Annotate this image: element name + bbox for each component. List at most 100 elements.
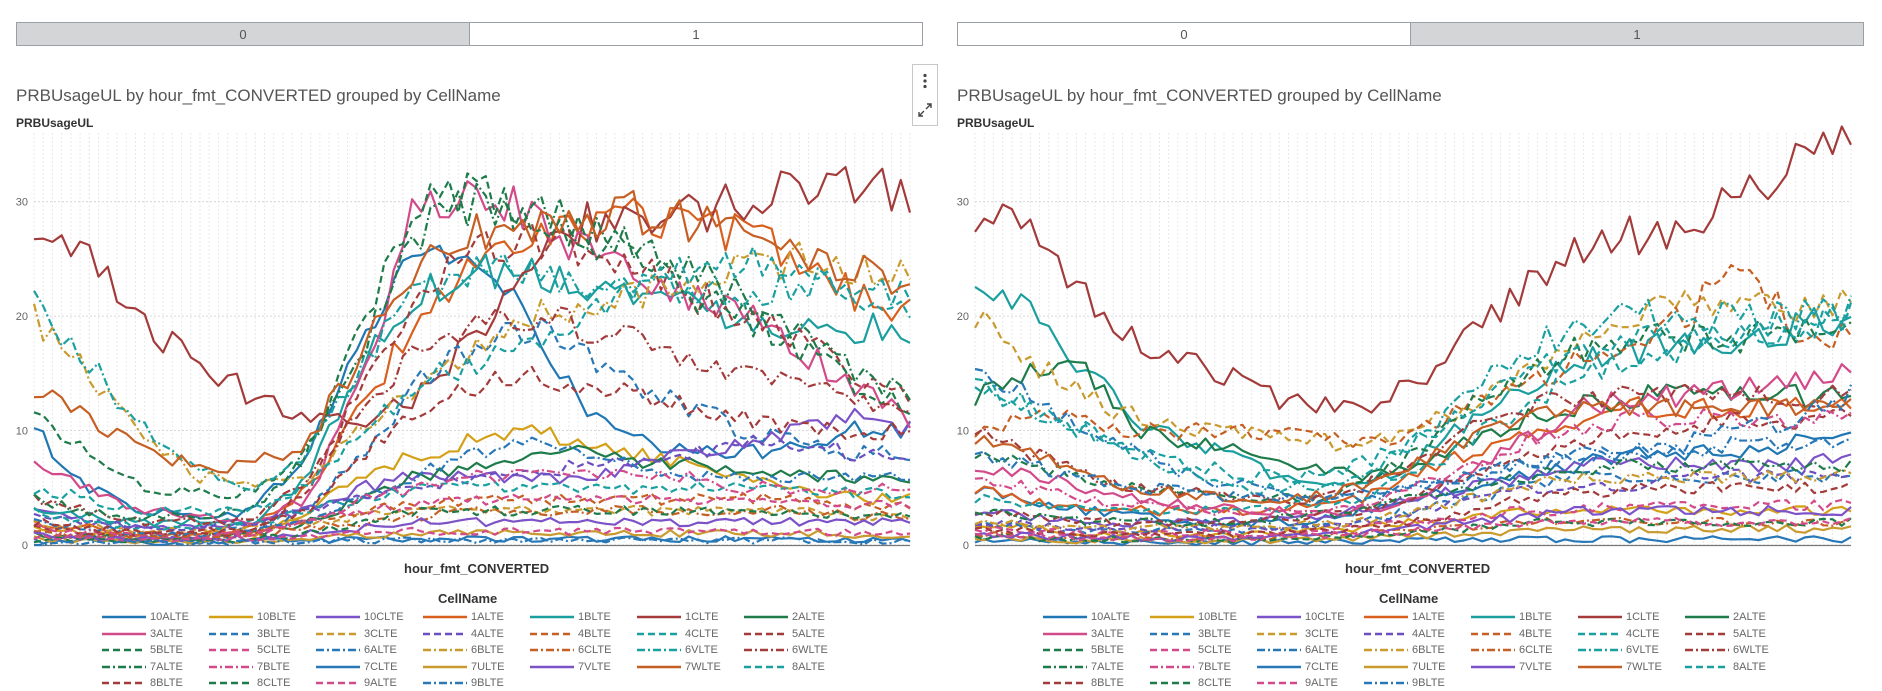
legend-item[interactable]: 1ALTE bbox=[1364, 610, 1445, 624]
legend-item[interactable]: 7WLTE bbox=[637, 660, 721, 674]
legend-item[interactable]: 1CLTE bbox=[1578, 610, 1659, 624]
legend-item[interactable]: 7BLTE bbox=[209, 660, 290, 674]
legend-item[interactable]: 4ALTE bbox=[1364, 627, 1445, 641]
legend-item[interactable]: 6VLTE bbox=[637, 643, 718, 657]
series-line-6VLTE bbox=[974, 295, 1853, 495]
legend-item[interactable]: 7WLTE bbox=[1578, 660, 1662, 674]
legend-item[interactable]: 1BLTE bbox=[1471, 610, 1552, 624]
legend-item[interactable]: 7CLTE bbox=[1257, 660, 1338, 674]
legend-item[interactable]: 3ALTE bbox=[102, 627, 183, 641]
legend-item[interactable]: 4BLTE bbox=[1471, 627, 1552, 641]
legend-item[interactable]: 7VLTE bbox=[530, 660, 611, 674]
legend-swatch bbox=[530, 648, 574, 652]
series-line-6WLTE bbox=[33, 306, 911, 527]
legend-swatch bbox=[1685, 632, 1729, 635]
series-line-4BLTE bbox=[974, 264, 1852, 448]
legend-label: 6BLTE bbox=[471, 644, 504, 656]
legend-item[interactable]: 6VLTE bbox=[1578, 643, 1659, 657]
legend-item[interactable]: 3ALTE bbox=[1043, 627, 1124, 641]
legend-item[interactable]: 5CLTE bbox=[209, 643, 290, 657]
legend-item[interactable]: 1CLTE bbox=[637, 610, 718, 624]
legend-item[interactable]: 8CLTE bbox=[209, 676, 290, 690]
legend-item[interactable]: 9ALTE bbox=[316, 676, 397, 690]
tab-0[interactable]: 0 bbox=[17, 23, 469, 45]
legend-item[interactable]: 6WLTE bbox=[1685, 643, 1769, 657]
legend-item[interactable]: 6BLTE bbox=[423, 643, 504, 657]
legend-label: 8CLTE bbox=[1198, 677, 1232, 689]
legend-item[interactable]: 3BLTE bbox=[1150, 627, 1231, 641]
legend-item[interactable]: 2ALTE bbox=[744, 610, 825, 624]
legend-label: 3CLTE bbox=[364, 627, 398, 640]
tab-1[interactable]: 1 bbox=[1410, 23, 1863, 45]
legend-item[interactable]: 5CLTE bbox=[1150, 643, 1231, 657]
legend-item[interactable]: 6CLTE bbox=[1471, 643, 1552, 657]
legend-item[interactable]: 5ALTE bbox=[1685, 627, 1766, 641]
legend-label: 6ALTE bbox=[1305, 644, 1338, 656]
chart-title: PRBUsageUL by hour_fmt_CONVERTED grouped… bbox=[957, 86, 1442, 105]
legend-item[interactable]: 8ALTE bbox=[744, 660, 825, 674]
legend-item[interactable]: 10BLTE bbox=[209, 610, 296, 624]
tab-1[interactable]: 1 bbox=[469, 23, 922, 45]
legend-item[interactable]: 5BLTE bbox=[102, 643, 183, 657]
legend-item[interactable]: 8BLTE bbox=[1043, 676, 1124, 690]
legend-item[interactable]: 7ALTE bbox=[102, 660, 183, 674]
legend-item[interactable]: 6ALTE bbox=[316, 643, 397, 657]
legend-swatch bbox=[1150, 632, 1194, 635]
legend-item[interactable]: 8CLTE bbox=[1150, 676, 1231, 690]
legend-item[interactable]: 7ALTE bbox=[1043, 660, 1124, 674]
legend-item[interactable]: 7ULTE bbox=[423, 660, 504, 674]
legend-item[interactable]: 4CLTE bbox=[1578, 627, 1659, 641]
series-line-7BLTE bbox=[974, 408, 1852, 517]
legend-item[interactable]: 6ALTE bbox=[1257, 643, 1338, 657]
legend-item[interactable]: 4BLTE bbox=[530, 627, 611, 641]
legend-swatch bbox=[209, 615, 253, 619]
legend-item[interactable]: 7ULTE bbox=[1364, 660, 1445, 674]
legend-item[interactable]: 7BLTE bbox=[1150, 660, 1231, 674]
series-line-8CLTE bbox=[33, 504, 911, 544]
legend-item[interactable]: 9BLTE bbox=[423, 676, 504, 690]
legend-item[interactable]: 4ALTE bbox=[423, 627, 504, 641]
series-line-1CLTE bbox=[974, 125, 1852, 414]
legend-label: 6CLTE bbox=[578, 644, 612, 656]
legend-item[interactable]: 2ALTE bbox=[1685, 610, 1766, 624]
legend-swatch bbox=[744, 632, 788, 635]
legend-item[interactable]: 3CLTE bbox=[316, 627, 397, 641]
legend-item[interactable]: 10BLTE bbox=[1150, 610, 1237, 624]
tab-0[interactable]: 0 bbox=[958, 23, 1410, 45]
chart-panel-right: 0 1 PRBUsageUL by hour_fmt_CONVERTED gro… bbox=[941, 0, 1882, 691]
legend-swatch bbox=[1150, 665, 1194, 668]
expand-button[interactable] bbox=[913, 96, 937, 124]
legend-item[interactable]: 10CLTE bbox=[316, 610, 404, 624]
legend-item[interactable]: 4CLTE bbox=[637, 627, 718, 641]
legend-swatch bbox=[209, 665, 253, 668]
chart-toolbar bbox=[912, 64, 938, 126]
legend-item[interactable]: 6BLTE bbox=[1364, 643, 1445, 657]
legend-item[interactable]: 3BLTE bbox=[209, 627, 290, 641]
legend-label: 10BLTE bbox=[1198, 611, 1237, 623]
series-line-7VLTE bbox=[974, 504, 1852, 543]
legend-label: 7VLTE bbox=[1519, 660, 1552, 673]
legend-item[interactable]: 9ALTE bbox=[1257, 676, 1338, 690]
legend-item[interactable]: 10ALTE bbox=[102, 610, 189, 624]
more-options-button[interactable] bbox=[913, 67, 937, 95]
legend-item[interactable]: 6WLTE bbox=[744, 643, 828, 657]
legend-item[interactable]: 10ALTE bbox=[1043, 610, 1130, 624]
legend-label: 3ALTE bbox=[150, 627, 183, 640]
legend-label: 8CLTE bbox=[257, 677, 291, 689]
legend-swatch bbox=[423, 632, 467, 635]
legend-item[interactable]: 8BLTE bbox=[102, 676, 183, 690]
legend-item[interactable]: 3CLTE bbox=[1257, 627, 1338, 641]
legend-item[interactable]: 1BLTE bbox=[530, 610, 611, 624]
legend-swatch bbox=[1685, 665, 1729, 668]
legend-item[interactable]: 5BLTE bbox=[1043, 643, 1124, 657]
legend-item[interactable]: 5ALTE bbox=[744, 627, 825, 641]
legend-item[interactable]: 6CLTE bbox=[530, 643, 611, 657]
legend-item[interactable]: 7VLTE bbox=[1471, 660, 1552, 674]
x-axis-title: hour_fmt_CONVERTED bbox=[1345, 561, 1491, 576]
legend-item[interactable]: 7CLTE bbox=[316, 660, 397, 674]
legend-item[interactable]: 8ALTE bbox=[1685, 660, 1766, 674]
legend-label: 7ULTE bbox=[1412, 660, 1446, 673]
legend-item[interactable]: 10CLTE bbox=[1257, 610, 1345, 624]
legend-item[interactable]: 9BLTE bbox=[1364, 676, 1445, 690]
legend-item[interactable]: 1ALTE bbox=[423, 610, 504, 624]
